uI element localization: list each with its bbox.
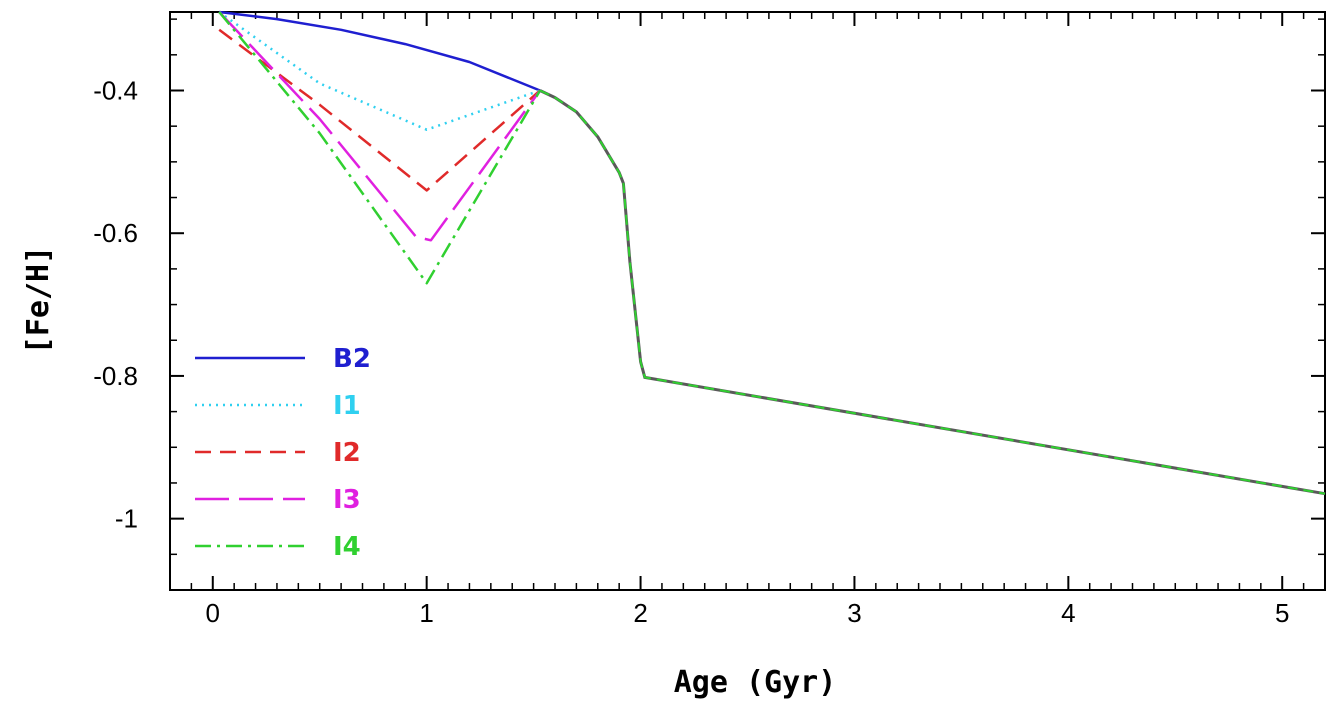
y-tick-label: -0.8 — [93, 361, 138, 391]
x-tick-label: 5 — [1275, 598, 1289, 628]
series-common-tail — [539, 89, 1326, 496]
legend-label-i4: I4 — [333, 532, 361, 562]
y-tick-label: -0.6 — [93, 218, 138, 248]
legend-label-i3: I3 — [333, 485, 361, 515]
series-line-i3 — [218, 11, 542, 242]
x-tick-label: 4 — [1061, 598, 1075, 628]
series-line-b2 — [219, 10, 541, 92]
y-tick-label: -0.4 — [93, 75, 138, 105]
legend-label-i1: I1 — [333, 391, 361, 421]
x-tick-label: 3 — [847, 598, 861, 628]
series-line-i4 — [218, 11, 542, 285]
x-axis-title: Age (Gyr) — [674, 665, 837, 700]
y-axis-title: [Fe/H] — [21, 246, 56, 354]
legend-label-b2: B2 — [333, 344, 371, 374]
x-tick-label: 0 — [206, 598, 220, 628]
x-tick-label: 1 — [419, 598, 433, 628]
y-tick-label: -1 — [115, 504, 138, 534]
legend-label-i2: I2 — [333, 438, 361, 468]
x-tick-label: 2 — [633, 598, 647, 628]
series-line-i2 — [218, 28, 541, 192]
series-common-tail-overlay — [539, 89, 1326, 495]
